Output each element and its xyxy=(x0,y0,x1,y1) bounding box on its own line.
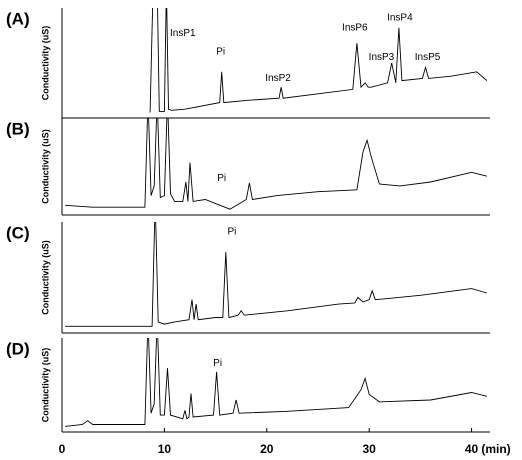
annotation: Pi xyxy=(217,173,226,184)
trace xyxy=(65,222,488,327)
x-tick-label: 20 xyxy=(260,442,274,456)
panel-label: (C) xyxy=(6,223,30,242)
annotation: InsP6 xyxy=(342,22,368,33)
y-axis-label: Conductivity (uS) xyxy=(40,26,50,101)
x-tick-label: 40 xyxy=(465,442,479,456)
annotation: InsP4 xyxy=(387,13,413,24)
x-tick-label: 0 xyxy=(59,442,66,456)
x-tick-label: 30 xyxy=(362,442,376,456)
annotation: Pi xyxy=(228,227,237,238)
panel-label: (B) xyxy=(6,119,30,138)
annotation: InsP5 xyxy=(415,52,441,63)
trace xyxy=(149,8,488,113)
x-axis-label: (min) xyxy=(481,442,510,456)
annotation: InsP1 xyxy=(170,28,196,39)
annotation: InsP2 xyxy=(265,73,291,84)
annotation: Pi xyxy=(213,358,222,369)
y-axis-label: Conductivity (uS) xyxy=(40,129,50,204)
plot xyxy=(65,338,488,427)
trace xyxy=(65,338,488,427)
trace xyxy=(65,118,488,210)
plot xyxy=(65,118,488,210)
panel-label: (D) xyxy=(6,339,30,358)
panel-label: (A) xyxy=(6,9,30,28)
y-axis-label: Conductivity (uS) xyxy=(40,240,50,315)
y-axis-label: Conductivity (uS) xyxy=(40,348,50,423)
plot xyxy=(149,8,488,113)
plot xyxy=(65,222,488,327)
x-tick-label: 10 xyxy=(158,442,172,456)
annotation: Pi xyxy=(216,47,225,58)
annotation: InsP3 xyxy=(369,52,395,63)
